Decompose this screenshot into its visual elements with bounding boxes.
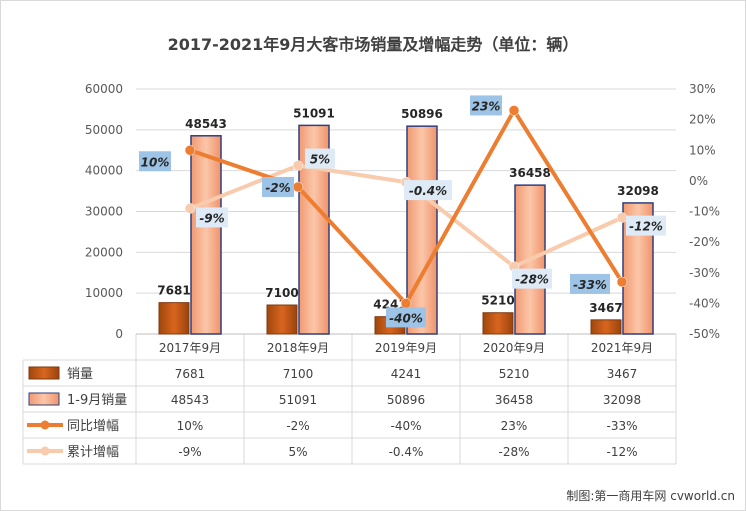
table-cell: 4241 [391,367,422,381]
bar-cumulative-label: 51091 [293,106,335,120]
y-left-tick-label: 30000 [85,205,123,219]
cumulative-growth-point [292,160,304,171]
cumulative-growth-label-box [196,207,228,228]
cumulative-growth-label: 5% [310,153,330,167]
y-right-tick-label: 10% [689,143,716,157]
y-right-tick-label: -40% [689,296,720,310]
bar-sales-label: 5210 [481,294,514,308]
bar-cumulative-sales [406,125,438,335]
yoy-growth-point [400,298,412,309]
cumulative-growth-point [616,212,628,223]
bar-cumulative-sales [190,135,222,335]
table-cell: 7100 [283,367,314,381]
table-cell: 23% [501,419,528,433]
bar-cumulative-label: 50896 [401,107,443,121]
table-cell: 5210 [499,367,530,381]
legend-key [28,366,60,380]
bar-cumulative-label: 36458 [509,166,551,180]
table-cell: 36458 [495,393,533,407]
bar-sales-label: 7100 [265,286,298,300]
legend-key-marker [40,420,50,430]
y-right-tick-label: 20% [689,113,716,127]
yoy-growth-label-box [470,95,502,116]
y-left-tick-label: 50000 [85,123,123,137]
yoy-growth-label-box [570,273,610,294]
legend-key [28,392,60,406]
yoy-growth-point [616,276,628,288]
cumulative-growth-label-box [626,215,666,236]
bar-cumulative-label: 48543 [185,117,227,131]
legend-series-name: 同比增幅 [67,419,119,434]
legend-series-name: 累计增幅 [67,445,119,460]
cumulative-growth-point [184,203,196,214]
bar-sales-label: 7681 [157,284,190,298]
y-left-tick-label: 0 [115,327,123,341]
y-left-tick-label: 20000 [85,245,123,259]
table-cell: 10% [177,419,204,433]
table-cell: 5% [288,445,307,459]
yoy-growth-label: -33% [573,278,607,292]
x-tick-label: 2019年9月 [375,341,437,355]
legend-key-marker [40,446,50,456]
yoy-growth-line [189,108,624,306]
table-cell: 50896 [387,393,425,407]
cumulative-growth-label-box [512,268,552,289]
y-left-tick-label: 10000 [85,286,123,300]
table-cell: 3467 [607,367,638,381]
x-tick-label: 2017年9月 [159,341,221,355]
yoy-growth-label: -2% [265,181,290,195]
table-cell: 7681 [175,367,206,381]
x-tick-label: 2020年9月 [483,341,545,355]
yoy-growth-label: 23% [472,99,501,113]
y-right-tick-label: -50% [689,327,720,341]
bar-sales [482,312,514,335]
cumulative-growth-label-box [404,180,452,201]
yoy-growth-label-box [386,307,426,328]
bar-sales [590,319,622,335]
bar-sales [158,302,190,335]
y-right-tick-label: -20% [689,235,720,249]
yoy-growth-point [292,181,304,193]
table-cell: -9% [178,445,201,459]
table-cell: -33% [606,419,637,433]
x-tick-label: 2018年9月 [267,341,329,355]
table-cell: -40% [390,419,421,433]
x-tick-label: 2021年9月 [591,341,653,355]
yoy-growth-label-box [262,177,294,197]
yoy-growth-label-box [139,151,171,172]
bar-cumulative-label: 32098 [617,184,659,198]
yoy-growth-label: -40% [389,311,423,325]
cumulative-growth-label: -12% [629,220,663,234]
yoy-growth-point [508,105,520,116]
bar-sales [266,304,298,335]
yoy-growth-point [184,145,196,156]
cumulative-growth-label: -28% [515,273,549,287]
legend-series-name: 销量 [67,367,93,382]
table-cell: 51091 [279,393,317,407]
table-cell: -28% [498,445,529,459]
y-right-tick-label: 30% [689,82,716,96]
y-left-tick-label: 60000 [85,82,123,96]
y-right-tick-label: 0% [689,174,708,188]
y-right-tick-label: -30% [689,266,720,280]
table-cell: -0.4% [389,445,424,459]
yoy-growth-label: 10% [141,155,170,169]
cumulative-growth-label: -9% [199,211,224,225]
chart-title: 2017-2021年9月大客市场销量及增幅走势（单位：辆） [167,35,579,54]
legend-series-name: 1-9月销量 [67,393,127,408]
bar-sales-label: 3467 [589,301,622,315]
y-right-tick-label: -10% [689,205,720,219]
table-cell: -12% [606,445,637,459]
chart-credit: 制图:第一商用车网 cvworld.cn [566,489,735,503]
table-cell: 48543 [171,393,209,407]
y-left-tick-label: 40000 [85,164,123,178]
table-cell: 32098 [603,393,641,407]
table-cell: -2% [286,419,309,433]
cumulative-growth-label: -0.4% [409,184,447,198]
cumulative-growth-label-box [305,148,335,169]
